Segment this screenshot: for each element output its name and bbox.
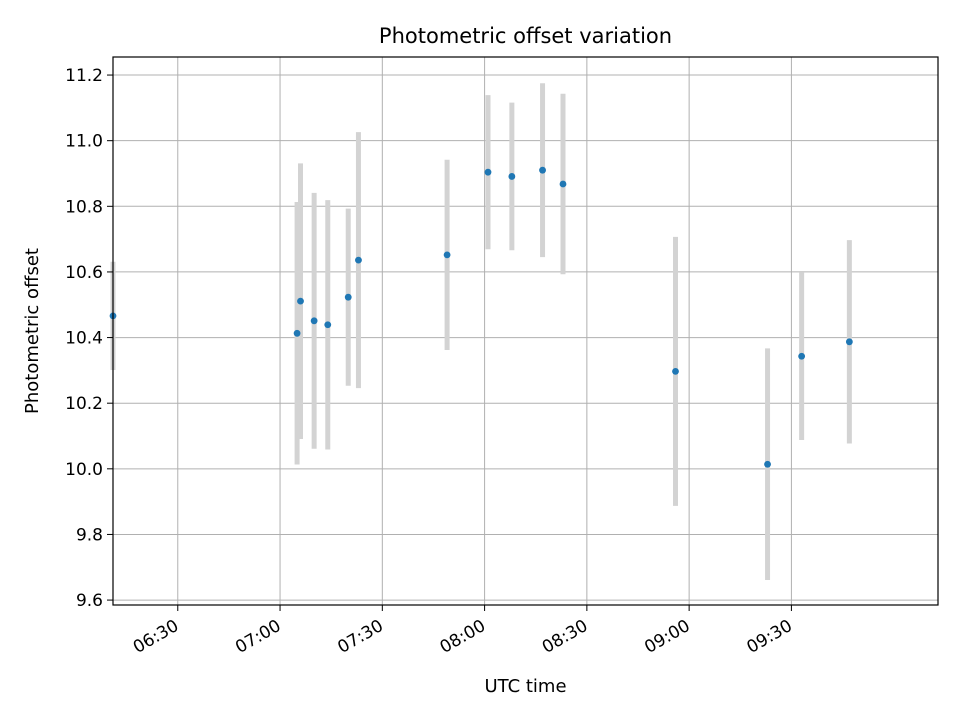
grid [113,57,938,605]
y-tick-label-0: 9.6 [76,591,103,611]
x-tick-label-5: 09:00 [641,616,693,658]
y-tick-label-4: 10.4 [65,329,103,349]
data-point-1 [293,329,301,337]
data-point-10 [539,166,546,174]
data-point-3 [310,317,318,325]
data-point-14 [798,352,806,360]
data-point-5 [344,293,352,301]
data-point-7 [443,251,451,259]
y-axis-ticks: 9.6 9.8 10.0 10.2 10.4 10.6 10.8 11.0 11.2 [65,66,113,611]
chart-title: Photometric offset variation [379,24,672,48]
x-axis-label: UTC time [484,676,566,697]
data-point-15 [845,338,853,346]
data-point-4 [324,321,332,329]
y-tick-label-5: 10.6 [65,263,103,283]
y-axis-label: Photometric offset [22,248,43,414]
data-point-2 [297,297,304,305]
data-points [109,166,853,468]
x-tick-label-3: 08:00 [437,616,489,658]
y-tick-label-6: 10.8 [65,197,103,217]
y-tick-label-3: 10.2 [65,394,103,414]
x-tick-label-1: 07:00 [232,616,284,658]
x-tick-label-0: 06:30 [130,616,182,658]
data-point-9 [508,173,516,180]
data-point-12 [672,367,679,375]
y-tick-label-7: 11.0 [65,132,103,152]
x-tick-label-6: 09:30 [743,616,795,658]
data-point-13 [764,460,771,468]
x-tick-label-4: 08:30 [539,616,591,658]
x-axis-ticks: 06:30 07:00 07:30 08:00 08:30 09:00 09:30 [130,605,796,658]
y-tick-label-8: 11.2 [65,66,103,86]
plot-frame [112,56,939,606]
data-point-6 [355,256,362,264]
error-bars [110,83,852,581]
data-point-8 [484,168,492,176]
y-tick-label-2: 10.0 [65,460,103,480]
y-tick-label-1: 9.8 [76,525,103,545]
data-point-11 [559,180,567,188]
x-tick-label-2: 07:30 [334,616,386,658]
